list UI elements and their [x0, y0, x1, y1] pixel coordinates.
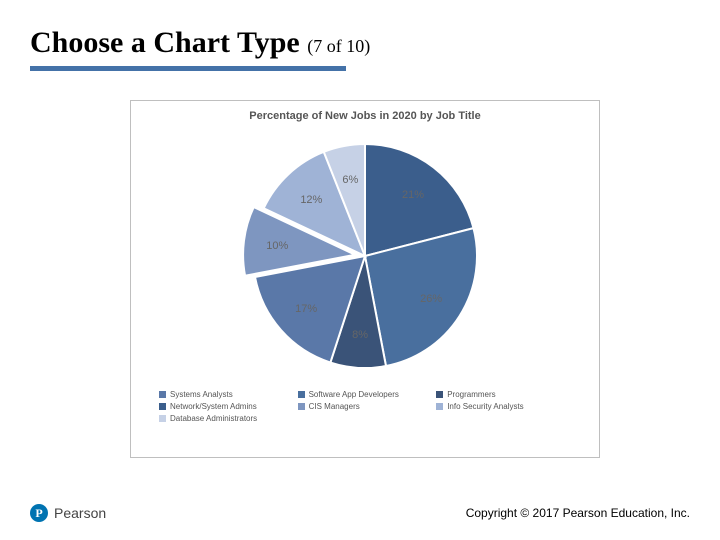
pie-slice-label: 17% — [295, 303, 317, 315]
brand-name: Pearson — [54, 505, 106, 521]
pie-slice-label: 8% — [352, 329, 368, 341]
legend-swatch-icon — [298, 403, 305, 410]
legend-label: CIS Managers — [309, 402, 360, 411]
legend-label: Programmers — [447, 390, 495, 399]
legend-label: Info Security Analysts — [447, 402, 523, 411]
slide-title: Choose a Chart Type (7 of 10) — [30, 26, 690, 60]
pie-slice-label: 10% — [266, 240, 288, 252]
brand-logo-icon: P — [30, 504, 48, 522]
legend-item: Info Security Analysts — [436, 402, 575, 411]
legend-item: Database Administrators — [159, 414, 298, 423]
legend-label: Database Administrators — [170, 414, 257, 423]
pie-chart: 21% 26% 8% 17% 10% 12% 6% — [215, 126, 515, 386]
legend-swatch-icon — [298, 391, 305, 398]
title-pager: (7 of 10) — [307, 36, 370, 56]
legend-swatch-icon — [159, 403, 166, 410]
pie-slice-label: 26% — [420, 293, 442, 305]
pie-slice-label: 12% — [300, 194, 322, 206]
chart-title: Percentage of New Jobs in 2020 by Job Ti… — [131, 110, 599, 122]
pie-slice-label: 21% — [402, 189, 424, 201]
title-text: Choose a Chart Type — [30, 26, 300, 59]
legend-swatch-icon — [436, 403, 443, 410]
legend-label: Network/System Admins — [170, 402, 257, 411]
legend-item: Systems Analysts — [159, 390, 298, 399]
chart-legend: Systems Analysts Software App Developers P… — [131, 386, 599, 432]
legend-item: Network/System Admins — [159, 402, 298, 411]
title-underline — [30, 66, 346, 71]
pie-wrap: 21% 26% 8% 17% 10% 12% 6% — [131, 126, 599, 386]
brand: P Pearson — [30, 504, 106, 522]
legend-swatch-icon — [159, 415, 166, 422]
copyright-text: Copyright © 2017 Pearson Education, Inc. — [466, 506, 690, 520]
legend-item: CIS Managers — [298, 402, 437, 411]
brand-initial: P — [35, 506, 42, 521]
chart-panel: Percentage of New Jobs in 2020 by Job Ti… — [130, 100, 600, 458]
legend-item: Programmers — [436, 390, 575, 399]
footer: P Pearson Copyright © 2017 Pearson Educa… — [30, 504, 690, 522]
pie-slice-label: 6% — [342, 174, 358, 186]
legend-swatch-icon — [436, 391, 443, 398]
legend-item: Software App Developers — [298, 390, 437, 399]
title-area: Choose a Chart Type (7 of 10) — [30, 26, 690, 71]
legend-swatch-icon — [159, 391, 166, 398]
legend-label: Software App Developers — [309, 390, 399, 399]
legend-label: Systems Analysts — [170, 390, 233, 399]
slide: Choose a Chart Type (7 of 10) Percentage… — [0, 0, 720, 540]
